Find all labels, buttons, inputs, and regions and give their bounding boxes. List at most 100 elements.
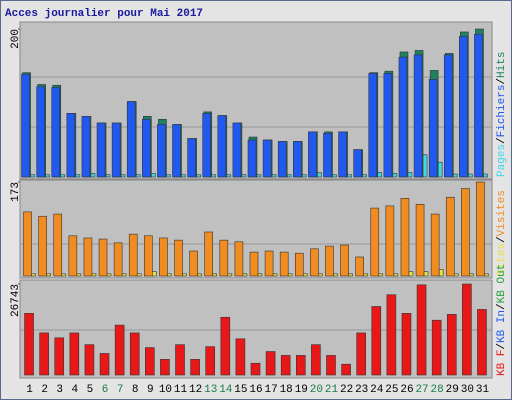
bar [66,113,76,178]
bar [340,244,349,277]
x-tick-label: 24 [370,384,384,396]
x-tick-label: 18 [280,384,293,396]
bar [39,332,49,376]
bar [355,256,364,277]
x-tick-label: 12 [189,384,202,396]
bar [311,344,321,376]
bar [172,124,181,178]
x-tick-label: 9 [147,384,154,396]
bar [205,346,216,376]
bar [416,284,427,376]
x-tick-label: 13 [204,384,217,396]
legend-separator: / [496,78,508,85]
bar [461,188,470,277]
bar [190,359,200,376]
bar [279,251,289,277]
bar [413,54,423,178]
legend-entry: KB F [496,350,508,376]
bar [189,250,198,277]
legend-entry: Fichiers [496,85,508,138]
bar [437,161,443,178]
bar [332,174,337,178]
bar [24,313,34,376]
x-tick-label: 25 [385,384,398,396]
bar [277,141,287,178]
bar [453,273,459,277]
bar [45,174,50,178]
bar [257,273,263,277]
bar [241,174,247,178]
bar [385,205,395,277]
bar [84,344,95,376]
bar [98,238,108,277]
bar [301,174,307,178]
bar [212,273,218,277]
bar [90,173,96,178]
bar [371,306,382,376]
bar [175,344,185,376]
bar [136,273,142,277]
bar [446,314,457,376]
bar [333,273,338,277]
bar [114,324,125,376]
x-tick-label: 28 [431,384,444,396]
bar [407,172,413,178]
legend: Sites/Visites [496,190,508,276]
bar [226,174,232,178]
bar [105,174,111,178]
bar [54,337,65,376]
legend: KB F/KB In/KB Out [496,264,508,376]
bar [31,273,36,277]
x-tick-label: 3 [56,384,63,396]
bar [197,273,202,277]
bar [60,174,66,178]
bar [234,241,244,277]
y-tick-label: 200 [10,29,22,49]
x-tick-label: 22 [340,384,353,396]
bar [415,203,425,277]
x-tick-label: 15 [234,384,247,396]
bar [106,273,112,277]
bar [484,273,489,277]
bar [280,355,291,376]
bar [113,242,123,277]
bar [377,172,383,178]
bar [68,235,78,277]
bar [232,122,242,178]
x-tick-label: 26 [400,384,413,396]
bar [430,213,440,277]
bar [317,172,322,178]
legend-entry: KB In [496,310,508,343]
bar [196,174,201,178]
x-tick-label: 6 [102,384,109,396]
legend-separator: / [496,303,508,310]
bar [204,231,214,277]
bar [75,174,81,178]
bar [476,181,485,277]
bar [386,294,397,376]
bar [408,271,414,277]
y-tick-label: 26743 [10,284,22,317]
bar [249,251,259,277]
bar [308,131,317,178]
bar [21,73,30,178]
bar [69,332,80,376]
bar [271,174,277,178]
bar [23,211,32,277]
bar [120,174,126,178]
bar [474,33,483,178]
bar [423,271,429,277]
bar [182,273,187,277]
bar [61,273,67,277]
x-tick-label: 27 [415,384,428,396]
bar [151,173,156,178]
x-tick-label: 31 [476,384,490,396]
bar [83,237,93,277]
bar [144,235,153,277]
bar [250,362,261,376]
bar [272,273,278,277]
bar [341,363,351,376]
bar [121,273,127,277]
bar [356,332,366,376]
legend-separator: / [496,137,508,144]
